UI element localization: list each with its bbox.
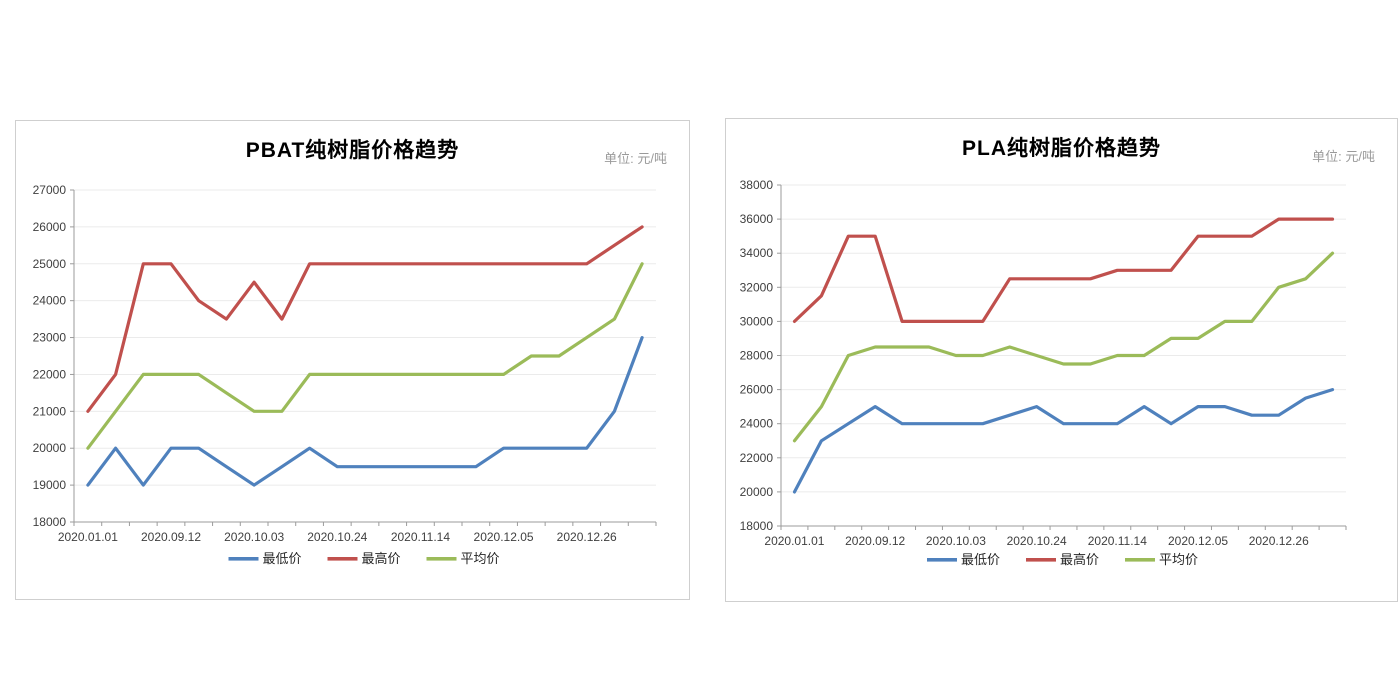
y-tick-label: 22000 [33, 367, 67, 381]
gridlines [74, 189, 656, 486]
y-tick-label: 19000 [33, 478, 67, 492]
y-tick-label: 34000 [740, 246, 774, 260]
x-tick-label: 2020.11.14 [391, 530, 450, 544]
gridlines [781, 184, 1346, 493]
x-tick-label: 2020.12.05 [474, 530, 534, 544]
legend-item-2: 平均价 [426, 551, 500, 566]
legend-label: 最高价 [1060, 552, 1099, 567]
legend-label: 平均价 [1159, 552, 1198, 567]
pbat-chart-panel: PBAT纯树脂价格趋势 单位: 元/吨 18000 19000 20000 21000… [15, 120, 690, 600]
legend-swatch [927, 558, 957, 562]
pbat-price-trend-line-chart: 18000 19000 20000 21000 22000 23000 24000 25000… [33, 183, 657, 566]
x-tick-label: 2020.01.01 [58, 530, 118, 544]
x-tick-label: 2020.09.12 [141, 530, 201, 544]
y-tick-label: 18000 [33, 515, 67, 529]
y-tick-label: 36000 [740, 212, 774, 226]
legend-item-1: 最高价 [1026, 552, 1099, 567]
x-tick-label: 2020.10.03 [926, 534, 986, 548]
legend: 最低价 最高价 平均价 [228, 551, 500, 566]
series-line-2 [792, 251, 1335, 443]
y-tick-labels: 18000 20000 22000 24000 26000 28000 30000 32000… [740, 178, 781, 533]
y-tick-label: 18000 [740, 519, 774, 533]
unit-label: 单位: 元/吨 [604, 151, 667, 166]
legend-label: 最高价 [362, 551, 401, 566]
series-line-0 [86, 336, 644, 487]
y-tick-label: 30000 [740, 314, 774, 328]
series-line-1 [86, 225, 644, 413]
y-tick-label: 28000 [740, 349, 774, 363]
pla-chart-panel: PLA纯树脂价格趋势 单位: 元/吨 18000 20000 22000 24000 2… [725, 118, 1398, 602]
legend-swatch [228, 557, 259, 561]
y-tick-label: 21000 [33, 404, 67, 418]
y-tick-label: 26000 [740, 383, 774, 397]
legend-label: 最低价 [961, 552, 1000, 567]
legend-swatch [426, 557, 457, 561]
y-tick-label: 24000 [33, 294, 67, 308]
series-line-0 [792, 388, 1335, 494]
series-line-1 [792, 217, 1335, 323]
legend: 最低价 最高价 平均价 [927, 552, 1198, 567]
x-tick-labels: 2020.01.01 2020.09.12 2020.10.03 2020.10.24… [764, 526, 1347, 548]
legend-label: 平均价 [461, 551, 500, 566]
y-tick-label: 26000 [33, 220, 67, 234]
x-tick-label: 2020.10.24 [1007, 534, 1067, 548]
x-tick-label: 2020.09.12 [845, 534, 905, 548]
axes [73, 190, 656, 523]
x-tick-label: 2020.10.24 [307, 530, 367, 544]
legend-item-1: 最高价 [327, 551, 401, 566]
y-tick-label: 38000 [740, 178, 774, 192]
legend-label: 最低价 [263, 551, 302, 566]
legend-item-2: 平均价 [1125, 552, 1198, 567]
y-tick-label: 24000 [740, 417, 774, 431]
y-tick-label: 27000 [33, 183, 67, 197]
y-tick-label: 25000 [33, 257, 67, 271]
x-tick-label: 2020.10.03 [224, 530, 284, 544]
pla-price-trend-line-chart: 18000 20000 22000 24000 26000 28000 30000 32000… [740, 178, 1347, 567]
legend-swatch [1026, 558, 1056, 562]
x-tick-label: 2020.12.26 [557, 530, 617, 544]
legend-swatch [1125, 558, 1155, 562]
y-tick-label: 32000 [740, 280, 774, 294]
chart-title: PBAT纯树脂价格趋势 [245, 139, 460, 162]
unit-label: 单位: 元/吨 [1312, 149, 1375, 164]
y-tick-label: 20000 [740, 485, 774, 499]
legend-item-0: 最低价 [927, 552, 1000, 567]
x-tick-label: 2020.01.01 [764, 534, 824, 548]
y-tick-label: 23000 [33, 331, 67, 345]
y-tick-labels: 18000 19000 20000 21000 22000 23000 24000 25000… [33, 183, 74, 529]
y-tick-label: 22000 [740, 451, 774, 465]
y-tick-label: 20000 [33, 441, 67, 455]
chart-title: PLA纯树脂价格趋势 [962, 137, 1161, 160]
series-line-2 [86, 262, 644, 450]
x-tick-label: 2020.11.14 [1088, 534, 1147, 548]
x-tick-label: 2020.12.05 [1168, 534, 1228, 548]
x-tick-label: 2020.12.26 [1249, 534, 1309, 548]
legend-swatch [327, 557, 358, 561]
x-tick-labels: 2020.01.01 2020.09.12 2020.10.03 2020.10.24… [58, 522, 657, 544]
legend-item-0: 最低价 [228, 551, 302, 566]
